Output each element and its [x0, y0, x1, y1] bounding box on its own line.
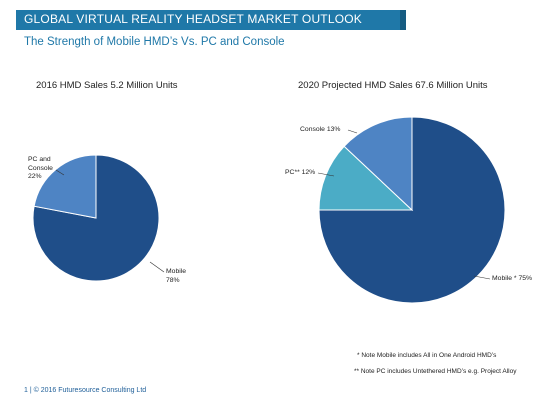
- pie-slice-2020-console: [343, 116, 413, 212]
- pie-slice-2020-mobile: [318, 116, 506, 304]
- note-pc: ** Note PC includes Untethered HMD’s e.g…: [354, 368, 517, 375]
- footer-copyright: 1 | © 2016 Futuresource Consulting Ltd: [24, 387, 147, 394]
- leader-line-0-0: [149, 261, 165, 273]
- label-2020-pc: PC** 12%: [285, 169, 316, 176]
- leader-line-1-0: [473, 275, 491, 280]
- pie-slice-2020-pc: [318, 145, 414, 211]
- label-2020-console: Console 13%: [300, 126, 341, 133]
- leader-line-0-1: [55, 169, 65, 176]
- leader-line-1-2: [347, 129, 358, 134]
- label-2016-pc-console: PC and Console 22%: [28, 156, 53, 180]
- pie-slice-2016-pc-and-console: [33, 154, 97, 219]
- chart-title-2016: 2016 HMD Sales 5.2 Million Units: [36, 80, 178, 91]
- header-bar: [16, 10, 406, 30]
- page-title: GLOBAL VIRTUAL REALITY HEADSET MARKET OU…: [24, 12, 362, 26]
- chart-title-2020: 2020 Projected HMD Sales 67.6 Million Un…: [298, 80, 488, 91]
- label-2016-mobile: Mobile 78%: [166, 268, 187, 284]
- label-2020-mobile: Mobile * 75%: [492, 275, 533, 282]
- leader-line-1-1: [317, 172, 335, 177]
- note-mobile: * Note Mobile includes All in One Androi…: [357, 352, 497, 359]
- page-subtitle: The Strength of Mobile HMD’s Vs. PC and …: [24, 36, 285, 48]
- header-bar-accent: [400, 10, 406, 30]
